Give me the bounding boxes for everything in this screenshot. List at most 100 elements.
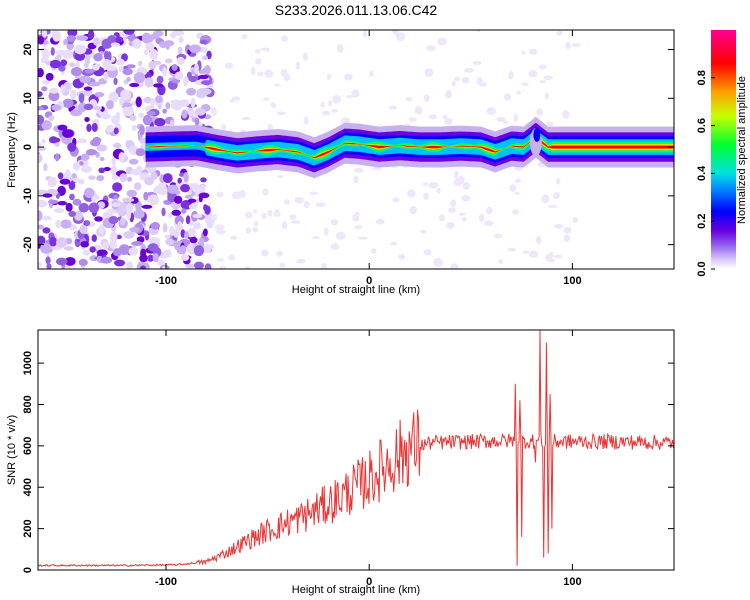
noise-blob	[174, 71, 184, 80]
noise-blob	[375, 218, 385, 225]
noise-blob	[56, 237, 68, 248]
noise-blob	[42, 215, 52, 221]
noise-blob	[358, 236, 368, 240]
noise-blob	[267, 123, 273, 131]
noise-blob	[46, 263, 52, 269]
noise-blob	[66, 35, 77, 42]
noise-blob	[68, 181, 76, 191]
noise-blob	[514, 191, 521, 196]
noise-blob	[38, 261, 42, 268]
noise-blob	[273, 211, 281, 217]
noise-blob	[177, 46, 183, 55]
noise-blob	[153, 83, 164, 88]
noise-blob	[188, 203, 197, 210]
noise-blob	[83, 103, 94, 111]
noise-blob	[125, 140, 131, 147]
noise-blob	[464, 67, 474, 73]
noise-blob	[396, 32, 406, 42]
noise-blob	[426, 45, 436, 52]
noise-blob	[277, 174, 284, 179]
noise-blob	[508, 70, 514, 80]
noise-blob	[436, 187, 441, 194]
noise-blob	[185, 263, 195, 269]
noise-blob	[330, 219, 339, 226]
noise-blob	[113, 259, 126, 267]
noise-blob	[91, 234, 97, 242]
noise-blob	[41, 30, 48, 38]
noise-blob	[203, 204, 208, 211]
noise-blob	[131, 241, 144, 246]
noise-blob	[186, 87, 197, 96]
noise-blob	[139, 265, 146, 269]
noise-blob	[553, 254, 563, 259]
noise-blob	[38, 224, 44, 230]
noise-blob	[59, 178, 71, 185]
noise-blob	[141, 204, 153, 209]
noise-blob	[536, 108, 543, 116]
noise-blob	[184, 231, 189, 239]
noise-blob	[204, 64, 211, 75]
noise-blob	[538, 79, 547, 84]
noise-blob	[353, 175, 359, 184]
noise-blob	[65, 202, 73, 212]
noise-blob	[462, 181, 470, 190]
noise-blob	[100, 256, 113, 264]
noise-blob	[162, 223, 168, 233]
noise-blob	[303, 201, 310, 209]
noise-blob	[461, 195, 471, 202]
noise-blob	[529, 250, 539, 258]
noise-blob	[187, 198, 197, 203]
x-tick-label: 100	[563, 275, 581, 287]
noise-blob	[483, 220, 494, 227]
noise-blob	[193, 261, 204, 269]
noise-blob	[337, 44, 344, 53]
y-tick-label: 200	[22, 519, 34, 537]
noise-blob	[78, 258, 88, 267]
noise-blob	[245, 227, 252, 234]
noise-blob	[224, 62, 234, 69]
noise-blob	[122, 68, 133, 76]
noise-blob	[229, 235, 238, 240]
noise-blob	[62, 98, 74, 108]
noise-blob	[244, 265, 250, 269]
noise-blob	[88, 175, 96, 180]
noise-blob	[221, 124, 227, 130]
noise-blob	[157, 182, 167, 191]
noise-blob	[428, 182, 439, 189]
noise-blob	[42, 227, 51, 234]
y-tick-label: 600	[22, 437, 34, 455]
noise-blob	[138, 112, 145, 119]
noise-blob	[148, 194, 160, 206]
noise-blob	[45, 72, 54, 81]
noise-blob	[503, 120, 509, 125]
noise-blob	[211, 213, 218, 221]
noise-blob	[330, 243, 340, 251]
noise-blob	[52, 30, 61, 42]
noise-blob	[336, 231, 346, 240]
noise-blob	[38, 68, 44, 78]
x-tick-label: 0	[366, 275, 372, 287]
noise-blob	[472, 60, 482, 65]
noise-blob	[42, 193, 53, 198]
noise-blob	[408, 117, 417, 122]
noise-blob	[321, 110, 330, 116]
noise-blob	[244, 211, 253, 219]
noise-blob	[167, 212, 173, 218]
noise-blob	[72, 177, 80, 183]
noise-blob	[123, 231, 135, 239]
noise-blob	[113, 77, 118, 86]
noise-blob	[458, 212, 466, 216]
noise-blob	[362, 30, 368, 38]
noise-blob	[171, 64, 178, 71]
noise-blob	[447, 207, 457, 213]
noise-blob	[442, 114, 447, 120]
noise-blob	[84, 68, 95, 74]
y-tick-label: 0	[22, 567, 34, 573]
noise-blob	[149, 33, 159, 40]
noise-blob	[146, 110, 156, 116]
noise-blob	[437, 37, 447, 46]
noise-blob	[103, 166, 111, 172]
noise-blob	[303, 116, 309, 125]
noise-blob	[535, 235, 542, 245]
